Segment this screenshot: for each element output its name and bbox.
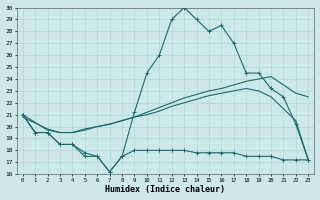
X-axis label: Humidex (Indice chaleur): Humidex (Indice chaleur)	[106, 185, 226, 194]
